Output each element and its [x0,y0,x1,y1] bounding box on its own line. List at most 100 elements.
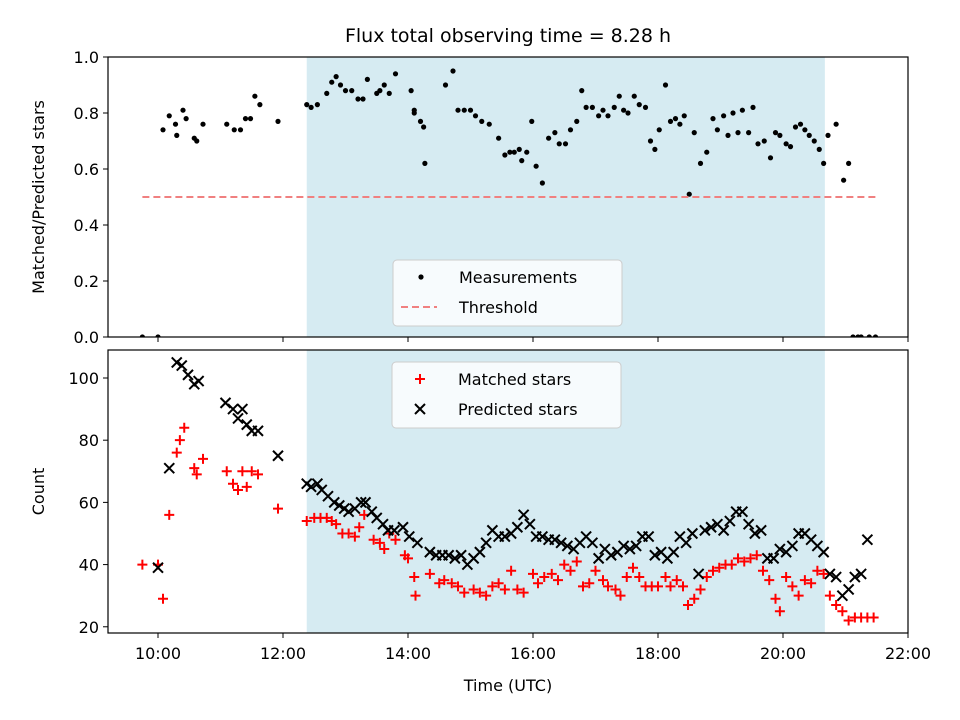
data-point [242,116,249,122]
data-point [189,463,200,474]
data-point [390,534,401,545]
data-point [502,152,508,158]
data-point [681,113,687,119]
y-tick-label: 0.4 [74,216,99,235]
data-point [701,572,712,583]
data-point [301,516,312,527]
data-point [777,132,783,138]
data-point [824,568,836,580]
data-point [605,549,617,561]
data-point [699,524,711,537]
data-point [360,96,366,102]
data-point [355,96,361,102]
y-tick-label: 0.6 [74,160,99,179]
y-tick-label: 0.8 [74,104,99,123]
data-point [605,113,611,119]
data-point [236,403,249,415]
data-point [739,107,745,113]
data-point [516,146,522,152]
data-point [533,578,543,589]
data-point [799,575,810,586]
data-point [559,559,570,570]
series-predicted-stars [152,356,874,602]
data-point [667,118,674,124]
legend-label: Threshold [458,298,538,317]
data-point [539,180,545,186]
data-point [624,543,636,555]
data-point [831,600,842,611]
data-point [172,121,179,127]
data-point [472,113,479,119]
data-point [610,584,621,595]
data-point [275,118,281,124]
data-point [529,118,535,124]
data-point [233,484,243,495]
data-point [578,581,588,592]
data-point [528,568,538,579]
data-point [231,127,237,133]
data-point [546,135,552,141]
data-point [704,149,710,155]
data-point [403,530,415,543]
data-point [691,130,697,136]
data-point [621,572,632,583]
data-point [781,572,792,583]
data-point [680,537,692,549]
data-point [392,71,399,77]
data-point [764,575,775,586]
legend-box [392,259,623,327]
data-point [596,113,602,119]
data-point [308,104,314,110]
data-point [561,540,574,552]
data-point [379,544,390,555]
data-point [171,447,182,458]
data-point [671,575,682,586]
data-point [672,116,679,122]
data-point [374,537,385,548]
data-point [872,334,879,337]
y-tick-label: 100 [68,369,99,388]
data-point [806,132,812,138]
data-point [174,435,185,446]
data-point [273,503,283,514]
data-point [617,540,630,552]
data-point [481,590,492,601]
data-point [388,524,400,537]
data-point [841,177,847,183]
data-point [450,68,456,74]
legend-box [391,361,622,429]
x-tick-label: 20:00 [760,644,806,663]
data-point [662,82,669,88]
legend-marker [414,403,426,415]
data-point [253,469,263,480]
data-point [163,462,175,474]
data-point [717,524,730,537]
data-point [818,568,829,579]
data-point [772,130,779,136]
y-tick-label: 40 [79,556,99,575]
data-point [553,575,563,586]
data-point [774,606,785,617]
data-point [449,552,461,565]
data-point [333,499,345,512]
data-point [811,138,817,144]
data-point [237,127,244,133]
data-point [511,149,517,155]
data-point [224,121,230,127]
data-point [749,527,761,540]
data-point [329,79,335,85]
data-point [683,600,693,611]
data-point [227,403,239,415]
data-point [825,132,831,138]
data-point [479,118,485,124]
axes-frame [107,349,909,634]
data-point [555,537,567,549]
data-point [386,90,392,96]
data-point [343,528,354,539]
data-point [324,90,330,96]
data-point [667,546,680,558]
data-point [725,132,731,138]
data-point [767,155,774,161]
data-point [634,572,645,583]
data-point [417,118,424,124]
